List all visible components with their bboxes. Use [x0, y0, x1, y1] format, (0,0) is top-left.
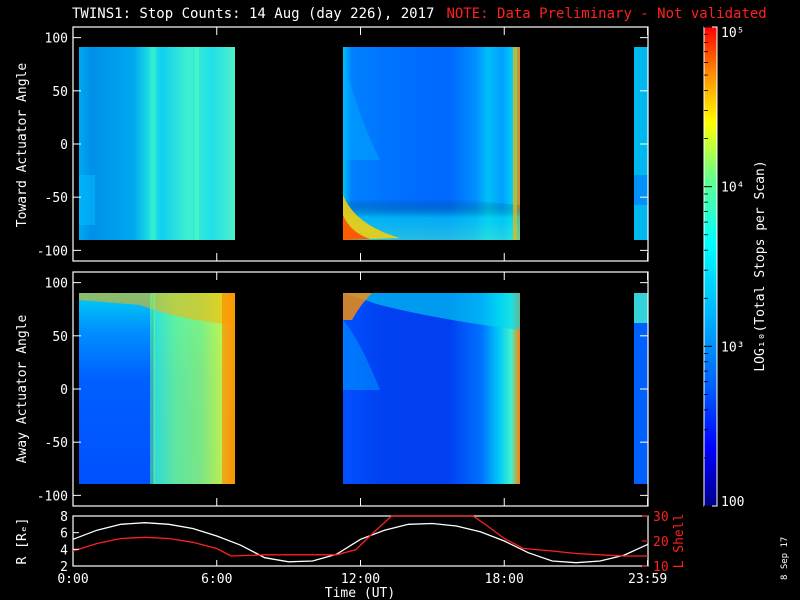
- toward-stripe: [195, 47, 199, 240]
- away-stripe: [150, 293, 155, 484]
- toward-x-ticks: [72, 27, 649, 261]
- y-tick-label: 50: [52, 330, 68, 345]
- x-tick-label: 0:00: [57, 572, 88, 587]
- y-tick-label: -100: [37, 244, 68, 259]
- toward-hot-region: [343, 195, 400, 240]
- colorbar-ticks: 10⁵ 10⁴ 10³ 100: [704, 26, 744, 510]
- x-tick-label: 23:59: [628, 572, 667, 587]
- x-tick-label: 6:00: [201, 572, 232, 587]
- note-text: NOTE: Data Preliminary - Not validated: [446, 6, 767, 22]
- y-tick-label: 2: [60, 560, 68, 575]
- y-tick-label: -50: [45, 436, 68, 451]
- away-panel: -100 -50 0 50 100 Away Actuator Angle: [15, 271, 649, 507]
- colorbar-tick-label: 10³: [721, 340, 744, 355]
- toward-segment-1: [79, 47, 235, 240]
- y-tick-label-right: 30: [653, 510, 669, 525]
- date-stamp: 8 Sep 17: [780, 537, 790, 580]
- toward-stripe: [513, 47, 517, 240]
- y-tick-label-right: 10: [653, 560, 669, 575]
- title-text: TWINS1: Stop Counts: 14 Aug (day 226), 2…: [72, 6, 435, 22]
- away-y-axis: -100 -50 0 50 100: [37, 277, 648, 504]
- toward-stripe: [150, 47, 156, 240]
- y-tick-label: 100: [45, 32, 68, 47]
- away-x-ticks: [72, 272, 649, 506]
- y-tick-label: 6: [60, 527, 68, 542]
- orbit-ylabel-left: R [Rₑ]: [15, 518, 30, 565]
- away-hot-core: [343, 293, 372, 320]
- away-hot-region: [79, 293, 235, 325]
- chart-title: TWINS1: Stop Counts: 14 Aug (day 226), 2…: [72, 6, 767, 22]
- lshell-series-line: [72, 515, 648, 557]
- toward-ylabel: Toward Actuator Angle: [15, 63, 30, 228]
- colorbar-tick-label: 100: [721, 495, 744, 510]
- orbit-axes: 2 46 8 10 20 30 0:00 6:00 12:00 18:00 23:59: [57, 510, 668, 587]
- y-tick-label: 4: [60, 543, 68, 558]
- colorbar: 10⁵ 10⁴ 10³ 100 LOG₁₀(Total Stops per Scan): [703, 26, 768, 510]
- colorbar-tick-label: 10⁴: [721, 181, 744, 196]
- toward-edge-band: [343, 60, 380, 160]
- orbit-ylabel-right: L Shell: [672, 514, 687, 569]
- y-tick-label: 100: [45, 277, 68, 292]
- y-tick-label: 0: [60, 383, 68, 398]
- away-ylabel: Away Actuator Angle: [15, 314, 30, 463]
- toward-edge-band: [634, 175, 648, 205]
- colorbar-label: LOG₁₀(Total Stops per Scan): [753, 160, 768, 371]
- toward-hot-core: [343, 215, 370, 240]
- y-tick-label: -100: [37, 489, 68, 504]
- x-axis-label: Time (UT): [325, 586, 395, 600]
- y-tick-label: -50: [45, 191, 68, 206]
- orbit-lines: [72, 515, 649, 564]
- toward-y-axis: -100 -50 0 50 100: [37, 32, 648, 259]
- x-tick-label: 18:00: [485, 572, 524, 587]
- toward-lower-band: [343, 150, 520, 240]
- y-tick-label: 50: [52, 85, 68, 100]
- away-segment-1-bright: [79, 293, 235, 484]
- colorbar-gradient: [703, 26, 718, 507]
- y-tick-label: 0: [60, 138, 68, 153]
- away-edge-band: [634, 293, 648, 323]
- toward-edge-band: [79, 175, 95, 225]
- toward-panel: -100 -50 0 50 100 Toward Actuator Angle: [15, 26, 649, 262]
- r-series-line: [72, 522, 649, 564]
- colorbar-tick-label: 10⁵: [721, 26, 744, 41]
- orbit-panel: 2 46 8 10 20 30 0:00 6:00 12:00 18:00 23:59 R [Rₑ]…: [15, 510, 687, 600]
- y-tick-label-right: 20: [653, 535, 669, 550]
- away-upper-band: [343, 293, 520, 330]
- y-tick-label: 8: [60, 510, 68, 525]
- x-tick-label: 12:00: [341, 572, 380, 587]
- away-stripe: [222, 293, 235, 484]
- away-edge-band: [343, 320, 380, 390]
